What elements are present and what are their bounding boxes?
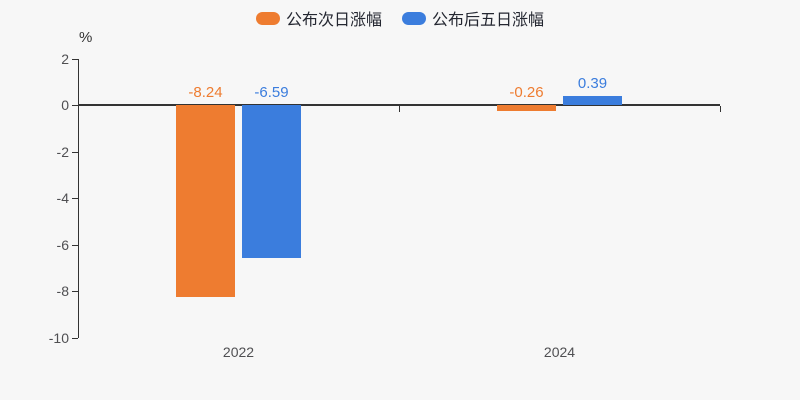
bar-2022-series1[interactable]	[242, 105, 301, 259]
x-axis-zero-line	[78, 104, 720, 106]
y-axis-tick	[72, 105, 78, 106]
y-axis-tick	[72, 291, 78, 292]
value-label: 0.39	[577, 74, 608, 92]
bar-2024-series1[interactable]	[563, 95, 622, 105]
legend: 公布次日涨幅 公布后五日涨幅	[0, 6, 800, 30]
y-tick-label: -2	[56, 143, 69, 160]
y-axis-tick	[72, 58, 78, 60]
legend-label: 公布次日涨幅	[285, 12, 382, 29]
x-axis-tick	[720, 106, 721, 112]
y-axis-line	[78, 58, 79, 338]
legend-marker-blue-icon	[402, 11, 426, 25]
y-tick-label: 2	[61, 50, 69, 67]
value-label: -8.24	[188, 84, 223, 101]
y-axis-tick	[72, 198, 78, 199]
y-axis-unit-label: %	[79, 29, 93, 46]
y-axis-tick	[72, 151, 78, 153]
y-axis-tick	[72, 244, 78, 246]
legend-item-five-day-change[interactable]: 公布后五日涨幅	[402, 6, 544, 30]
x-axis-tick	[78, 106, 79, 112]
legend-marker-orange-icon	[255, 11, 280, 25]
y-tick-label: -6	[56, 236, 69, 253]
y-tick-label: -8	[56, 283, 69, 299]
y-axis-tick	[72, 337, 78, 339]
value-label: -0.26	[509, 84, 544, 101]
y-tick-label: -10	[48, 329, 69, 346]
y-tick-label: -4	[56, 190, 69, 206]
x-tick-label-2024: 2024	[543, 344, 576, 360]
bar-2024-series0[interactable]	[497, 105, 556, 112]
legend-label: 公布后五日涨幅	[432, 12, 545, 29]
x-axis-tick	[399, 106, 400, 112]
legend-item-next-day-change[interactable]: 公布次日涨幅	[255, 6, 382, 30]
y-tick-label: 0	[61, 97, 69, 113]
bar-2022-series0[interactable]	[176, 105, 235, 297]
value-label: -6.59	[254, 84, 289, 101]
x-tick-label-2022: 2022	[222, 344, 255, 360]
